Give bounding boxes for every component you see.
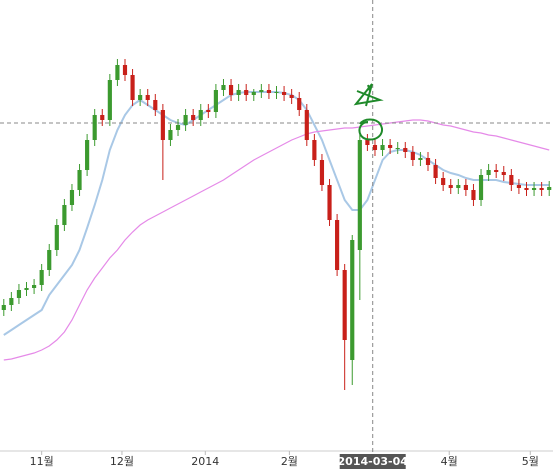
candle-body [380,145,385,150]
candle-body [85,140,90,170]
x-tick-label: 11월 [30,455,54,468]
candle-body [221,85,226,90]
candle-body [463,185,468,190]
candle-body [1,305,6,310]
candle-body [327,185,332,220]
x-tick-label: 2월 [281,455,298,468]
candle-body [471,190,476,200]
candle-body [342,270,347,340]
candle-body [100,115,105,120]
candle-body [122,65,128,75]
candle-body [206,110,211,112]
hand-circle [358,118,384,141]
candle-body [388,145,393,148]
candle-body [69,190,75,205]
x-tick-label: 5월 [522,455,539,468]
candle-body [372,145,378,150]
candle-body [54,225,59,250]
candle-body [24,288,29,290]
candle-body [175,125,181,130]
crosshair-label: 2014-03-04 [338,455,409,468]
candle-body [228,85,234,95]
candle-body [138,95,143,100]
candle-body [433,165,438,178]
candle-body [524,188,529,190]
crosshair-label-box [339,454,406,469]
x-tick-label: 4월 [441,455,458,468]
candle-body [191,115,196,120]
candle-body [509,175,514,185]
candle-body [539,188,544,190]
candle-body [441,178,446,185]
candle-body [335,220,340,270]
moving-average-line [3,91,550,336]
candle-body [153,100,158,110]
candle-body [115,65,120,80]
candle-body [213,90,218,112]
candle-body [395,148,400,149]
candle-body [425,158,431,165]
candle-body [9,298,14,305]
hand-star [353,83,384,107]
candle-body [448,185,453,188]
candle-body [516,185,521,188]
candle-body [62,205,67,225]
candle-body [244,90,249,95]
candle-body [251,92,256,95]
candle-body [410,152,415,160]
candle-body [145,95,150,100]
candle-body [92,115,97,140]
candle-body [107,80,112,120]
candle-body [365,140,370,145]
candle-body [274,92,279,93]
x-tick-label: 2014 [191,455,219,468]
candle-body [183,115,188,125]
candle-body [297,98,302,110]
candle-body [39,270,44,285]
candle-body [168,130,173,140]
candle-body [259,90,264,92]
candle-body [198,110,203,120]
candle-body [418,158,423,160]
candle-body [312,140,317,160]
annotation-drawing [353,83,384,141]
candle-body [319,160,325,185]
candle-body [47,250,52,270]
candle-body [547,187,552,190]
candle-body [478,175,484,200]
candle-body [304,110,309,140]
moving-average-line [3,119,550,361]
candle-body [531,188,537,190]
candle-body [32,285,37,288]
candle-body [130,75,135,100]
candle-body [403,148,408,152]
candle-body [160,110,165,140]
x-tick-label: 12월 [110,455,134,468]
candle-body [16,290,22,298]
candle-body [289,95,294,98]
candle-body [350,240,355,360]
candle-body [266,90,272,93]
candle-body [456,185,461,188]
candle-body [357,140,362,250]
candle-body [77,170,82,190]
candle-body [494,170,499,172]
candle-body [281,92,287,95]
candle-body [501,172,506,175]
candle-body [236,90,241,95]
candle-body [486,170,491,175]
